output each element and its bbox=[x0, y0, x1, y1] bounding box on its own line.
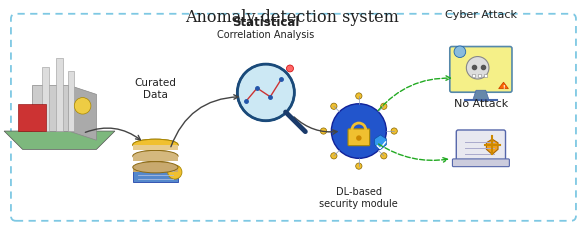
Ellipse shape bbox=[133, 140, 178, 151]
Polygon shape bbox=[133, 156, 178, 161]
Circle shape bbox=[287, 66, 294, 73]
Text: Anomaly detection system: Anomaly detection system bbox=[185, 9, 399, 26]
Polygon shape bbox=[473, 91, 489, 100]
Circle shape bbox=[331, 104, 337, 110]
Text: Curated
Data: Curated Data bbox=[134, 78, 176, 100]
FancyBboxPatch shape bbox=[456, 131, 506, 163]
Circle shape bbox=[331, 104, 387, 159]
Text: !: ! bbox=[502, 85, 505, 90]
Text: DL-based
security module: DL-based security module bbox=[319, 186, 398, 208]
Circle shape bbox=[321, 128, 326, 135]
Polygon shape bbox=[484, 74, 487, 78]
Ellipse shape bbox=[133, 151, 178, 162]
Circle shape bbox=[467, 57, 489, 80]
Circle shape bbox=[454, 47, 465, 58]
Ellipse shape bbox=[133, 162, 178, 173]
Polygon shape bbox=[486, 140, 498, 155]
Polygon shape bbox=[472, 74, 475, 78]
Circle shape bbox=[237, 65, 294, 121]
Polygon shape bbox=[43, 68, 49, 131]
Polygon shape bbox=[4, 131, 115, 150]
Circle shape bbox=[356, 136, 361, 141]
Text: Statistical: Statistical bbox=[232, 16, 300, 29]
Circle shape bbox=[391, 128, 397, 135]
Circle shape bbox=[356, 94, 362, 100]
Circle shape bbox=[168, 165, 182, 179]
FancyBboxPatch shape bbox=[133, 169, 178, 182]
Polygon shape bbox=[374, 135, 387, 150]
Text: No Attack: No Attack bbox=[454, 99, 508, 109]
FancyBboxPatch shape bbox=[450, 47, 512, 93]
Polygon shape bbox=[56, 58, 62, 131]
Polygon shape bbox=[69, 86, 96, 141]
Text: Cyber Attack: Cyber Attack bbox=[445, 10, 517, 20]
Circle shape bbox=[381, 104, 387, 110]
Ellipse shape bbox=[133, 140, 178, 151]
Circle shape bbox=[381, 153, 387, 159]
Circle shape bbox=[74, 98, 91, 115]
Polygon shape bbox=[499, 83, 509, 89]
Polygon shape bbox=[133, 145, 178, 150]
Circle shape bbox=[356, 163, 362, 170]
FancyBboxPatch shape bbox=[453, 159, 509, 167]
Circle shape bbox=[331, 153, 337, 159]
Polygon shape bbox=[18, 104, 46, 131]
Polygon shape bbox=[32, 86, 69, 131]
Polygon shape bbox=[478, 74, 481, 78]
Polygon shape bbox=[68, 72, 74, 131]
FancyBboxPatch shape bbox=[348, 129, 370, 146]
Text: Correlation Analysis: Correlation Analysis bbox=[217, 30, 314, 40]
Polygon shape bbox=[133, 167, 178, 172]
